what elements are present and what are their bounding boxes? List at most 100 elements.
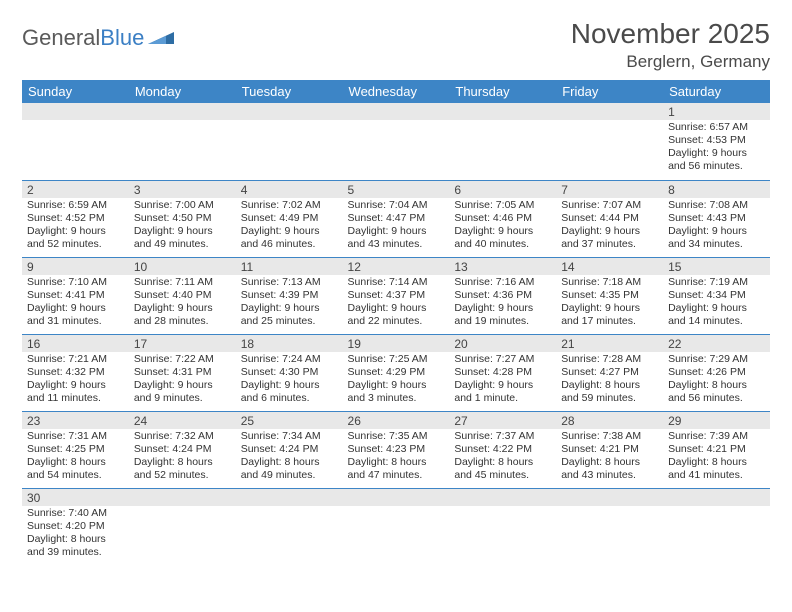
day-number: 28: [556, 412, 663, 429]
weekday-header: Wednesday: [343, 80, 450, 103]
calendar-cell: 20Sunrise: 7:27 AMSunset: 4:28 PMDayligh…: [449, 334, 556, 411]
day-details: Sunrise: 7:39 AMSunset: 4:21 PMDaylight:…: [663, 429, 770, 485]
day-number: 1: [663, 103, 770, 120]
day-details: Sunrise: 7:29 AMSunset: 4:26 PMDaylight:…: [663, 352, 770, 408]
calendar-cell: 24Sunrise: 7:32 AMSunset: 4:24 PMDayligh…: [129, 411, 236, 488]
calendar-cell-empty: [236, 488, 343, 565]
day-details: Sunrise: 7:38 AMSunset: 4:21 PMDaylight:…: [556, 429, 663, 485]
day-number-row: 27: [449, 412, 556, 429]
calendar-row: 1Sunrise: 6:57 AMSunset: 4:53 PMDaylight…: [22, 103, 770, 180]
calendar-cell: 1Sunrise: 6:57 AMSunset: 4:53 PMDaylight…: [663, 103, 770, 180]
calendar-cell: 6Sunrise: 7:05 AMSunset: 4:46 PMDaylight…: [449, 180, 556, 257]
day-number: 19: [343, 335, 450, 352]
calendar-cell: 11Sunrise: 7:13 AMSunset: 4:39 PMDayligh…: [236, 257, 343, 334]
day-number-row: 26: [343, 412, 450, 429]
day-number-row: 23: [22, 412, 129, 429]
day-number: 6: [449, 181, 556, 198]
day-details: Sunrise: 7:13 AMSunset: 4:39 PMDaylight:…: [236, 275, 343, 331]
calendar-cell: 14Sunrise: 7:18 AMSunset: 4:35 PMDayligh…: [556, 257, 663, 334]
day-number: 9: [22, 258, 129, 275]
day-details: Sunrise: 7:40 AMSunset: 4:20 PMDaylight:…: [22, 506, 129, 562]
logo-text-1: General: [22, 25, 100, 51]
calendar-cell: 28Sunrise: 7:38 AMSunset: 4:21 PMDayligh…: [556, 411, 663, 488]
calendar-cell: 30Sunrise: 7:40 AMSunset: 4:20 PMDayligh…: [22, 488, 129, 565]
logo-text-2: Blue: [100, 25, 144, 51]
calendar-cell: 16Sunrise: 7:21 AMSunset: 4:32 PMDayligh…: [22, 334, 129, 411]
title-block: November 2025 Berglern, Germany: [571, 18, 770, 72]
day-number: 12: [343, 258, 450, 275]
day-number: 27: [449, 412, 556, 429]
calendar-cell: 27Sunrise: 7:37 AMSunset: 4:22 PMDayligh…: [449, 411, 556, 488]
calendar-cell-empty: [129, 103, 236, 180]
day-number: 5: [343, 181, 450, 198]
calendar-cell-empty: [343, 103, 450, 180]
calendar-body: 1Sunrise: 6:57 AMSunset: 4:53 PMDaylight…: [22, 103, 770, 565]
calendar-cell: 25Sunrise: 7:34 AMSunset: 4:24 PMDayligh…: [236, 411, 343, 488]
calendar-cell: 7Sunrise: 7:07 AMSunset: 4:44 PMDaylight…: [556, 180, 663, 257]
calendar-row: 23Sunrise: 7:31 AMSunset: 4:25 PMDayligh…: [22, 411, 770, 488]
calendar-cell-empty: [449, 103, 556, 180]
day-number-row: 8: [663, 181, 770, 198]
calendar-row: 16Sunrise: 7:21 AMSunset: 4:32 PMDayligh…: [22, 334, 770, 411]
day-number-row: 29: [663, 412, 770, 429]
day-details: Sunrise: 7:10 AMSunset: 4:41 PMDaylight:…: [22, 275, 129, 331]
day-number-row: 2: [22, 181, 129, 198]
day-details: Sunrise: 7:16 AMSunset: 4:36 PMDaylight:…: [449, 275, 556, 331]
calendar-table: Sunday Monday Tuesday Wednesday Thursday…: [22, 80, 770, 565]
day-number: 18: [236, 335, 343, 352]
day-number-row: 12: [343, 258, 450, 275]
day-details: Sunrise: 7:37 AMSunset: 4:22 PMDaylight:…: [449, 429, 556, 485]
day-details: Sunrise: 7:02 AMSunset: 4:49 PMDaylight:…: [236, 198, 343, 254]
day-number-row: 28: [556, 412, 663, 429]
day-number: 11: [236, 258, 343, 275]
weekday-header: Sunday: [22, 80, 129, 103]
day-number-row: 20: [449, 335, 556, 352]
day-details: Sunrise: 7:00 AMSunset: 4:50 PMDaylight:…: [129, 198, 236, 254]
calendar-row: 2Sunrise: 6:59 AMSunset: 4:52 PMDaylight…: [22, 180, 770, 257]
day-details: Sunrise: 7:34 AMSunset: 4:24 PMDaylight:…: [236, 429, 343, 485]
day-number: 4: [236, 181, 343, 198]
calendar-cell: 23Sunrise: 7:31 AMSunset: 4:25 PMDayligh…: [22, 411, 129, 488]
calendar-row: 30Sunrise: 7:40 AMSunset: 4:20 PMDayligh…: [22, 488, 770, 565]
day-number-row: 1: [663, 103, 770, 120]
day-number: 3: [129, 181, 236, 198]
day-number-row: 24: [129, 412, 236, 429]
day-number-row: 17: [129, 335, 236, 352]
calendar-cell: 21Sunrise: 7:28 AMSunset: 4:27 PMDayligh…: [556, 334, 663, 411]
day-number-row: 22: [663, 335, 770, 352]
day-details: Sunrise: 7:22 AMSunset: 4:31 PMDaylight:…: [129, 352, 236, 408]
calendar-cell-empty: [663, 488, 770, 565]
calendar-cell: 5Sunrise: 7:04 AMSunset: 4:47 PMDaylight…: [343, 180, 450, 257]
day-number-row: 4: [236, 181, 343, 198]
calendar-cell: 19Sunrise: 7:25 AMSunset: 4:29 PMDayligh…: [343, 334, 450, 411]
day-details: Sunrise: 7:19 AMSunset: 4:34 PMDaylight:…: [663, 275, 770, 331]
calendar-cell-empty: [556, 103, 663, 180]
day-details: Sunrise: 7:04 AMSunset: 4:47 PMDaylight:…: [343, 198, 450, 254]
weekday-header: Thursday: [449, 80, 556, 103]
weekday-header-row: Sunday Monday Tuesday Wednesday Thursday…: [22, 80, 770, 103]
day-number-row: 18: [236, 335, 343, 352]
calendar-page: GeneralBlue November 2025 Berglern, Germ…: [0, 0, 792, 565]
calendar-cell-empty: [556, 488, 663, 565]
day-number-row: 14: [556, 258, 663, 275]
calendar-cell: 22Sunrise: 7:29 AMSunset: 4:26 PMDayligh…: [663, 334, 770, 411]
day-details: Sunrise: 7:24 AMSunset: 4:30 PMDaylight:…: [236, 352, 343, 408]
calendar-cell: 13Sunrise: 7:16 AMSunset: 4:36 PMDayligh…: [449, 257, 556, 334]
calendar-cell: 29Sunrise: 7:39 AMSunset: 4:21 PMDayligh…: [663, 411, 770, 488]
calendar-cell: 2Sunrise: 6:59 AMSunset: 4:52 PMDaylight…: [22, 180, 129, 257]
day-details: Sunrise: 7:32 AMSunset: 4:24 PMDaylight:…: [129, 429, 236, 485]
calendar-cell: 17Sunrise: 7:22 AMSunset: 4:31 PMDayligh…: [129, 334, 236, 411]
day-details: Sunrise: 7:14 AMSunset: 4:37 PMDaylight:…: [343, 275, 450, 331]
calendar-cell-empty: [236, 103, 343, 180]
location-subtitle: Berglern, Germany: [571, 52, 770, 72]
day-number: 8: [663, 181, 770, 198]
day-number-row: 25: [236, 412, 343, 429]
day-details: Sunrise: 7:11 AMSunset: 4:40 PMDaylight:…: [129, 275, 236, 331]
day-details: Sunrise: 7:07 AMSunset: 4:44 PMDaylight:…: [556, 198, 663, 254]
day-number: 25: [236, 412, 343, 429]
calendar-cell: 26Sunrise: 7:35 AMSunset: 4:23 PMDayligh…: [343, 411, 450, 488]
calendar-cell: 8Sunrise: 7:08 AMSunset: 4:43 PMDaylight…: [663, 180, 770, 257]
day-number-row: 10: [129, 258, 236, 275]
weekday-header: Tuesday: [236, 80, 343, 103]
calendar-cell: 18Sunrise: 7:24 AMSunset: 4:30 PMDayligh…: [236, 334, 343, 411]
